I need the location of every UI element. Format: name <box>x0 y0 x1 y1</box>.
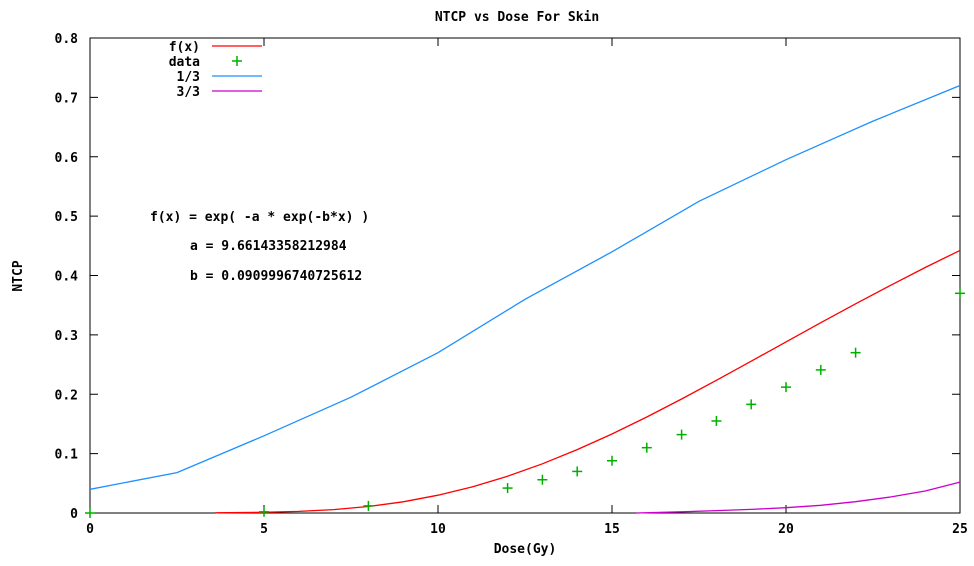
series-3-3 <box>636 481 961 514</box>
x-tick-label: 5 <box>260 522 268 537</box>
series-layer <box>85 84 965 518</box>
data-point <box>955 288 965 299</box>
x-tick-label: 10 <box>430 522 446 537</box>
series-1-3 <box>89 84 961 490</box>
x-axis: 0 5 10 15 20 25 <box>86 38 968 537</box>
data-point <box>850 347 861 358</box>
data-point <box>641 442 652 453</box>
annotation-b: b = 0.0909996740725612 <box>190 269 362 284</box>
y-tick-label: 0.3 <box>55 329 78 344</box>
legend-label: f(x) <box>169 40 200 55</box>
data-point <box>781 382 791 393</box>
annotation-a: a = 9.66143358212984 <box>190 239 347 254</box>
series-line <box>89 84 961 490</box>
y-tick-label: 0.4 <box>55 270 79 285</box>
data-point <box>607 455 617 466</box>
y-tick-label: 0.6 <box>55 151 79 166</box>
legend-swatch-point <box>232 56 242 66</box>
data-point <box>502 483 513 494</box>
data-point <box>363 500 374 511</box>
series-f-x <box>215 249 961 514</box>
series-line <box>215 249 961 514</box>
y-tick-label: 0.8 <box>55 32 79 47</box>
y-tick-label: 0.5 <box>55 210 78 225</box>
y-tick-label: 0.7 <box>55 91 78 106</box>
x-tick-label: 25 <box>952 522 968 537</box>
x-tick-label: 15 <box>604 522 620 537</box>
x-axis-label: Dose(Gy) <box>494 542 557 557</box>
legend-label: data <box>169 55 200 70</box>
y-tick-label: 0.2 <box>55 388 78 403</box>
data-point <box>815 364 826 375</box>
data-point <box>85 508 95 518</box>
data-point <box>259 506 269 517</box>
x-tick-label: 20 <box>778 522 794 537</box>
series-line <box>636 481 961 514</box>
data-point <box>711 415 722 426</box>
y-tick-label: 0 <box>70 507 78 522</box>
y-tick-label: 0.1 <box>55 448 79 463</box>
data-point <box>676 429 687 440</box>
y-axis: 0 0.1 0.2 0.3 0.4 0.5 0.6 0.7 0.8 <box>55 32 960 522</box>
x-tick-label: 0 <box>86 522 94 537</box>
equation-annotation: f(x) = exp( -a * exp(-b*x) ) a = 9.66143… <box>150 210 369 284</box>
legend-label: 3/3 <box>177 85 200 100</box>
series-data <box>85 288 965 518</box>
data-point <box>746 399 757 410</box>
legend-label: 1/3 <box>177 70 200 85</box>
y-axis-label: NTCP <box>11 260 26 291</box>
annotation-formula: f(x) = exp( -a * exp(-b*x) ) <box>150 210 369 225</box>
data-point <box>572 466 583 477</box>
chart-title: NTCP vs Dose For Skin <box>435 10 599 25</box>
data-point <box>537 474 548 485</box>
